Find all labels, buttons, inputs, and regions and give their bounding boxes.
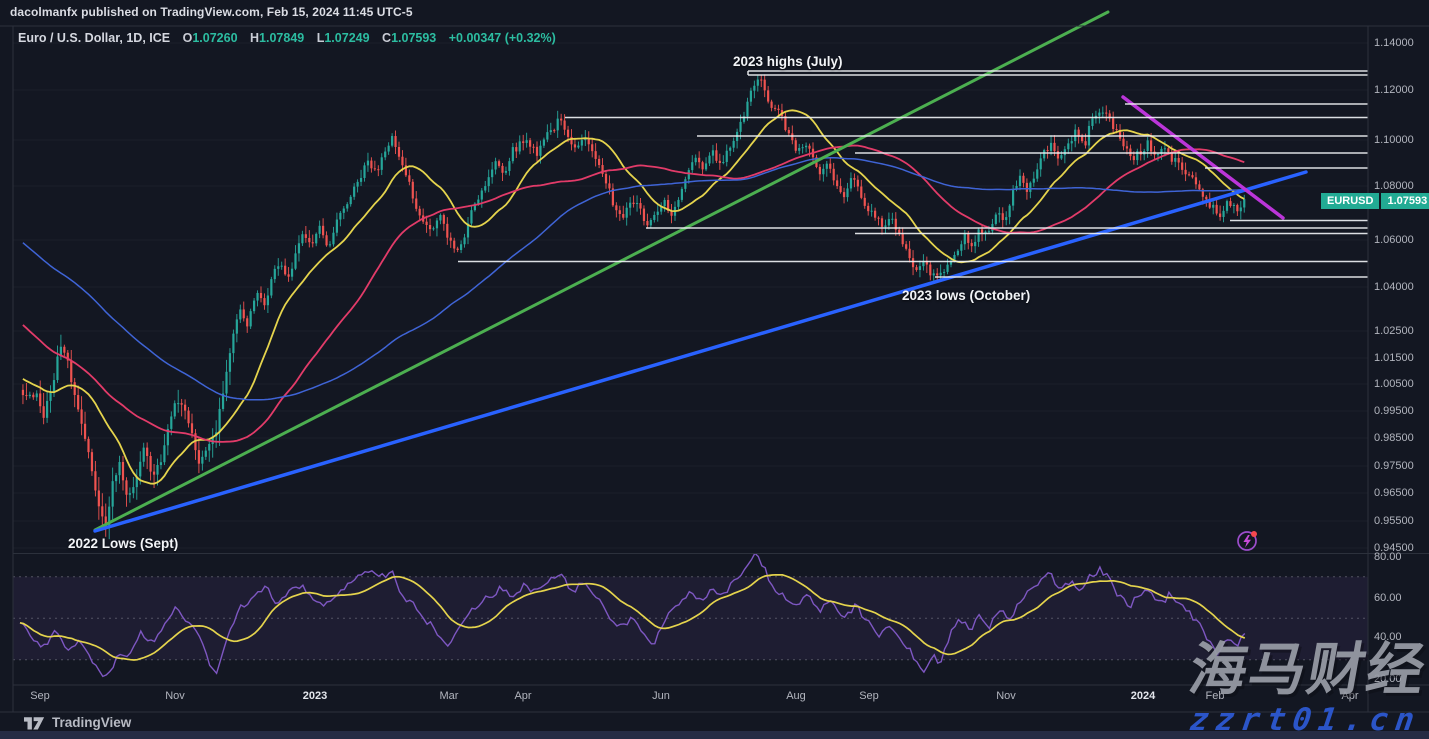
low-label: L — [316, 31, 325, 45]
price-axis-label: 1.04000 — [1374, 281, 1414, 293]
time-axis-label: 2024 — [1130, 690, 1156, 702]
rsi-axis-label: 60.00 — [1374, 592, 1402, 604]
chart-annotation-0: 2023 highs (July) — [733, 54, 843, 69]
last-price-badge: EURUSD 1.07593 — [1321, 193, 1429, 209]
time-axis-label: Mar — [439, 690, 459, 702]
price-axis-label: 0.97500 — [1374, 460, 1414, 472]
flash-idea-icon[interactable] — [1237, 531, 1257, 551]
bottom-strip — [0, 731, 1429, 739]
price-axis-label: 0.96500 — [1374, 487, 1414, 499]
price-axis-label: 1.10000 — [1374, 134, 1414, 146]
price-axis-label: 1.06000 — [1374, 234, 1414, 246]
time-scale[interactable] — [13, 685, 1368, 712]
trendline-green-uptrend — [93, 10, 1110, 532]
chart-annotation-2: 2022 Lows (Sept) — [68, 536, 179, 551]
price-axis-label: 1.01500 — [1374, 352, 1414, 364]
rsi-line — [19, 554, 1246, 678]
time-axis-label: 2023 — [302, 690, 328, 702]
price-axis-label: 0.95500 — [1374, 515, 1414, 527]
trendline-blue-uptrend — [93, 170, 1308, 533]
time-axis-label: Nov — [165, 690, 185, 702]
moving-averages — [22, 109, 1245, 485]
rsi-axis-label: 80.00 — [1374, 551, 1402, 563]
time-axis-label: Sep — [859, 690, 879, 702]
price-axis-label: 1.14000 — [1374, 37, 1414, 49]
rsi-pane[interactable] — [13, 554, 1368, 685]
time-axis-label: Sep — [30, 690, 50, 702]
tradingview-logo-text: TradingView — [52, 715, 132, 730]
time-axis-label: Apr — [1341, 690, 1359, 702]
price-axis-label: 1.12000 — [1374, 84, 1414, 96]
price-axis-label: 0.99500 — [1374, 405, 1414, 417]
chart-annotation-1: 2023 lows (October) — [902, 288, 1031, 303]
symbol-title: Euro / U.S. Dollar, 1D, ICE — [18, 31, 171, 45]
open-label: O — [182, 31, 193, 45]
time-axis-label: Feb — [1205, 690, 1225, 702]
close-label: C — [382, 31, 392, 45]
symbol-info-bar[interactable]: Euro / U.S. Dollar, 1D, ICE O1.07260 H1.… — [18, 31, 556, 45]
price-axis-label: 0.94500 — [1374, 542, 1414, 554]
time-axis-label: Apr — [514, 690, 532, 702]
rsi-ma-line — [19, 573, 1246, 661]
price-axis-label: 1.00500 — [1374, 378, 1414, 390]
rsi-axis-label: 40.00 — [1374, 631, 1402, 643]
publish-info-bar: dacolmanfx published on TradingView.com,… — [10, 5, 413, 19]
rsi-axis-label: 20.00 — [1374, 673, 1402, 685]
high-value: 1.07849 — [259, 31, 305, 45]
ma-slow-line — [22, 156, 1245, 401]
open-value: 1.07260 — [192, 31, 238, 45]
high-label: H — [250, 31, 260, 45]
price-axis-label: 1.02500 — [1374, 325, 1414, 337]
price-axis-label: 0.98500 — [1374, 432, 1414, 444]
last-price-value: 1.07593 — [1381, 193, 1429, 209]
price-axis-label: 1.08000 — [1374, 180, 1414, 192]
rsi-panel-graphics — [13, 554, 1368, 678]
change-value: +0.00347 (+0.32%) — [448, 31, 556, 45]
watermark-cjk: 海马财经 — [1184, 638, 1429, 702]
ma-fast-line — [22, 109, 1245, 485]
last-price-symbol: EURUSD — [1321, 193, 1380, 209]
time-axis-label: Aug — [786, 690, 806, 702]
main-chart-pane[interactable] — [13, 26, 1368, 553]
time-axis-label: Jun — [652, 690, 670, 702]
tradingview-logo-icon — [24, 717, 45, 730]
time-axis-label: Nov — [996, 690, 1016, 702]
tradingview-logo[interactable]: TradingView — [24, 714, 131, 731]
ma-mid-line — [22, 144, 1245, 443]
close-value: 1.07593 — [391, 31, 437, 45]
publish-info-text: dacolmanfx published on TradingView.com,… — [10, 5, 413, 19]
low-value: 1.07249 — [324, 31, 370, 45]
support-resistance-levels — [458, 70, 1368, 278]
